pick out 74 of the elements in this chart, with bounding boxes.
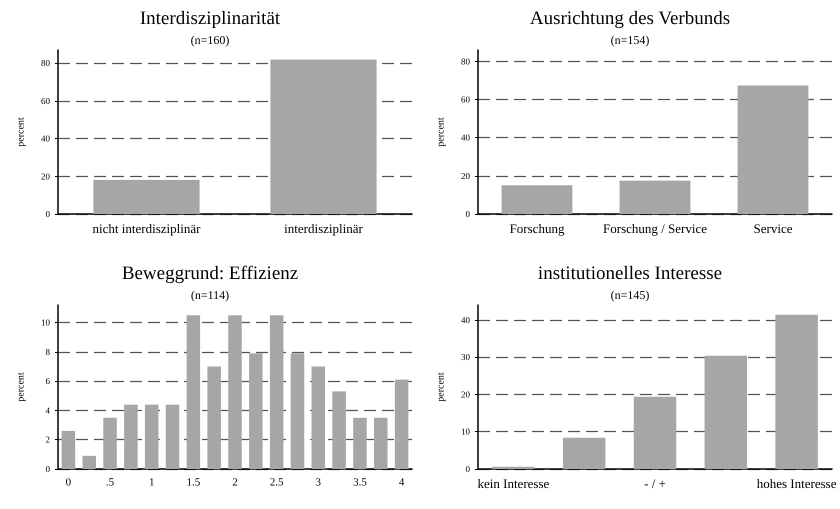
y-tick-label: 0: [46, 464, 50, 474]
y-tick-label: 40: [461, 314, 470, 325]
x-tick-label: 3.5: [353, 476, 368, 488]
y-tick-label: 4: [46, 405, 50, 416]
y-tick-label: 40: [461, 132, 470, 143]
bar: [62, 430, 76, 469]
y-tick-label: 2: [46, 434, 50, 445]
x-tick-label: 2: [232, 476, 238, 488]
y-tick-label: 30: [461, 352, 470, 362]
bar: [207, 366, 221, 469]
y-tick-label: 0: [466, 209, 470, 219]
bar: [186, 315, 200, 469]
y-tick-label: 6: [46, 376, 50, 386]
bar: [775, 314, 818, 469]
x-tick-label: 4: [398, 476, 405, 488]
bar: [738, 85, 808, 214]
chart-title: institutionelles Interesse: [538, 263, 722, 284]
bar: [562, 438, 606, 469]
x-tick-label: 2.5: [270, 476, 284, 488]
x-tick-label: nicht interdisziplinär: [92, 221, 202, 236]
bar: [166, 404, 180, 469]
y-tick-label: 0: [46, 209, 50, 219]
x-tick-label: 1: [148, 476, 154, 488]
y-axis-title: percent: [16, 117, 26, 147]
bar: [704, 356, 748, 469]
y-tick-label: 10: [461, 426, 470, 437]
x-tick-label: hohes Interesse: [756, 476, 837, 491]
y-tick-label: 8: [46, 346, 50, 357]
x-tick-label: Forschung / Service: [603, 221, 708, 236]
y-tick-label: 80: [41, 58, 50, 68]
y-tick-label: 60: [41, 96, 50, 106]
bar: [353, 418, 367, 469]
bar: [394, 380, 408, 469]
y-tick-label: 80: [461, 56, 470, 66]
x-tick-label: Forschung: [510, 221, 565, 236]
bar: [124, 404, 138, 469]
y-tick-label: 60: [461, 94, 470, 105]
x-tick-label: kein Interesse: [477, 476, 550, 491]
bar: [228, 315, 242, 469]
bar: [634, 396, 676, 469]
x-tick-label: .5: [106, 476, 115, 488]
chart-title: Beweggrund: Effizienz: [122, 263, 298, 284]
y-axis-title: percent: [436, 117, 446, 147]
bar: [290, 353, 304, 469]
x-tick-label: Service: [754, 221, 793, 236]
chart-subtitle: (n=154): [610, 33, 650, 47]
x-tick-label: 1.5: [186, 476, 201, 488]
y-axis-title: percent: [16, 372, 26, 402]
bar: [502, 185, 572, 214]
bar: [103, 418, 117, 469]
y-tick-label: 0: [466, 464, 470, 474]
chart-title: Ausrichtung des Verbunds: [530, 8, 730, 29]
chart-title: Interdisziplinarität: [140, 8, 281, 29]
x-tick-label: interdisziplinär: [284, 221, 364, 236]
bar: [332, 391, 346, 469]
bar: [270, 315, 284, 469]
bar: [144, 404, 158, 469]
y-tick-label: 40: [41, 134, 50, 144]
bar: [374, 418, 388, 469]
bar: [82, 456, 96, 469]
y-tick-label: 10: [41, 318, 50, 328]
bar: [312, 366, 326, 469]
chart-subtitle: (n=145): [610, 288, 650, 302]
chart-subtitle: (n=160): [190, 33, 230, 47]
x-tick-label: 3: [316, 476, 322, 488]
bar: [249, 353, 263, 469]
y-tick-label: 20: [461, 170, 470, 181]
x-tick-label: - / +: [644, 476, 666, 491]
y-axis-title: percent: [436, 372, 446, 402]
y-tick-label: 20: [461, 389, 470, 400]
y-tick-label: 20: [41, 171, 50, 182]
chart-subtitle: (n=114): [190, 288, 230, 302]
x-tick-label: 0: [66, 476, 72, 488]
bar: [620, 180, 690, 214]
